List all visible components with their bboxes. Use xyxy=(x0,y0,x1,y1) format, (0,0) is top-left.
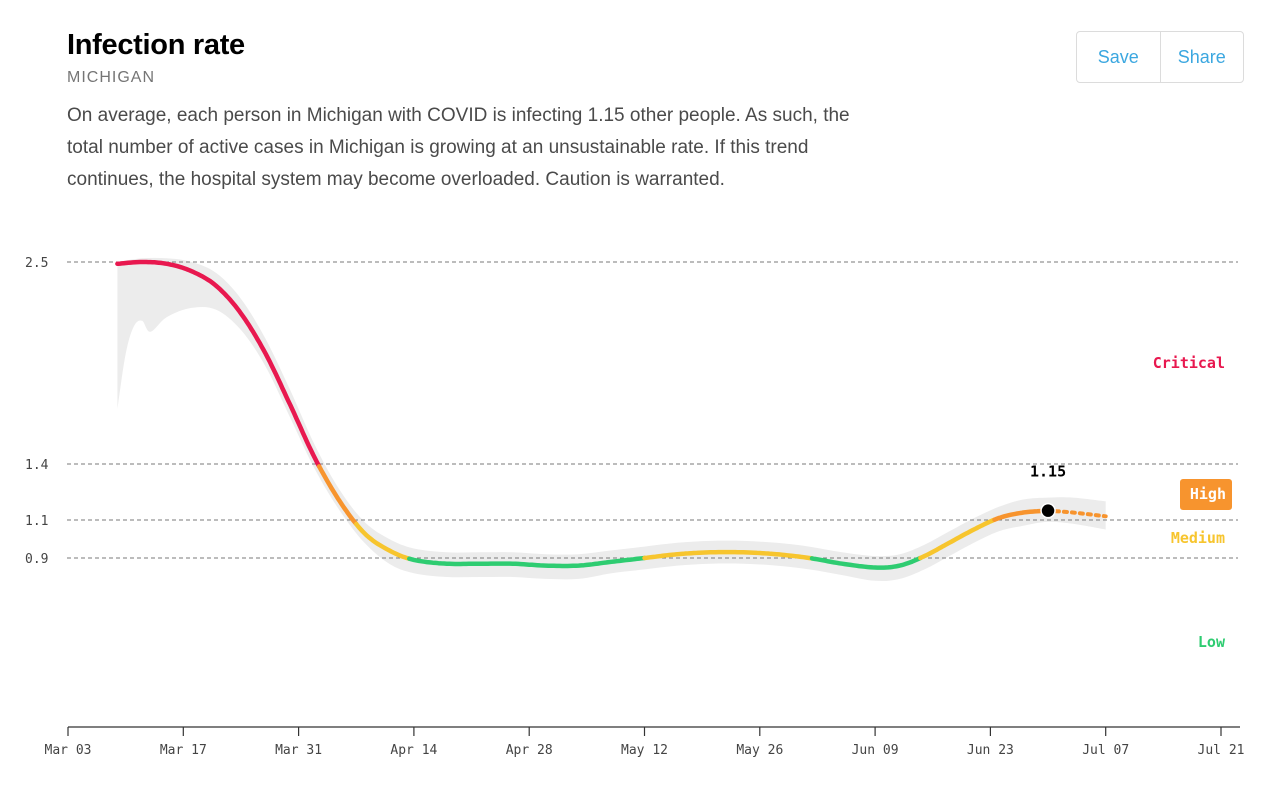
confidence-band-layer xyxy=(117,257,1106,582)
action-button-group: Save Share xyxy=(1076,31,1244,83)
current-value-label: 1.15 xyxy=(1030,463,1066,481)
current-value-dot xyxy=(1040,502,1056,519)
y-tick-label: 0.9 xyxy=(25,552,48,567)
zone-label-layer: Critical High Medium Low xyxy=(1153,354,1232,651)
zone-label-high: High xyxy=(1190,485,1226,503)
zone-label-critical: Critical xyxy=(1153,354,1225,372)
header: Infection rate MICHIGAN On average, each… xyxy=(67,28,867,196)
x-tick-label: Apr 14 xyxy=(390,743,437,758)
x-tick-label: Apr 28 xyxy=(506,743,553,758)
share-button[interactable]: Share xyxy=(1159,32,1244,82)
confidence-band xyxy=(117,257,1106,582)
save-button[interactable]: Save xyxy=(1097,46,1139,67)
series-line-segment xyxy=(354,521,412,561)
x-tick-label: Mar 31 xyxy=(275,743,322,758)
zone-label-low: Low xyxy=(1198,633,1226,651)
x-tick-label: Jul 07 xyxy=(1082,743,1129,758)
threshold-grid-layer: 0.9 1.1 1.4 2.5 xyxy=(25,256,1238,567)
series-line-segment xyxy=(115,259,322,469)
x-tick-label: Mar 03 xyxy=(45,743,92,758)
series-line-segment xyxy=(642,549,815,561)
x-tick-label: Jun 09 xyxy=(852,743,899,758)
series-line-segment xyxy=(407,555,647,569)
x-tick-label: Jul 21 xyxy=(1198,743,1245,758)
y-tick-label: 1.4 xyxy=(25,458,49,473)
x-axis-layer: Mar 03 Mar 17 Mar 31 Apr 14 Apr 28 May 12 May … xyxy=(45,726,1245,758)
page-title: Infection rate xyxy=(67,29,245,61)
current-value-layer: 1.15 xyxy=(1030,463,1066,519)
x-tick-label: May 12 xyxy=(621,743,668,758)
forecast-line xyxy=(1046,508,1108,519)
x-tick-label: May 26 xyxy=(736,743,783,758)
series-line-layer xyxy=(115,259,1108,570)
summary-text: On average, each person in Michigan with… xyxy=(67,105,850,190)
zone-label-medium: Medium xyxy=(1171,529,1225,547)
series-line-segment xyxy=(316,464,359,527)
zone-badge xyxy=(1180,479,1232,510)
infection-rate-chart: 0.9 1.1 1.4 2.5 Critical High Medium Low Mar 0… xyxy=(25,256,1245,758)
y-tick-label: 1.1 xyxy=(25,514,48,529)
region-subtitle: MICHIGAN xyxy=(67,69,155,86)
series-line-segment xyxy=(918,517,997,561)
series-line-segment xyxy=(809,555,923,570)
x-tick-label: Jun 23 xyxy=(967,743,1014,758)
x-tick-label: Mar 17 xyxy=(160,743,207,758)
y-tick-label: 2.5 xyxy=(25,256,48,271)
